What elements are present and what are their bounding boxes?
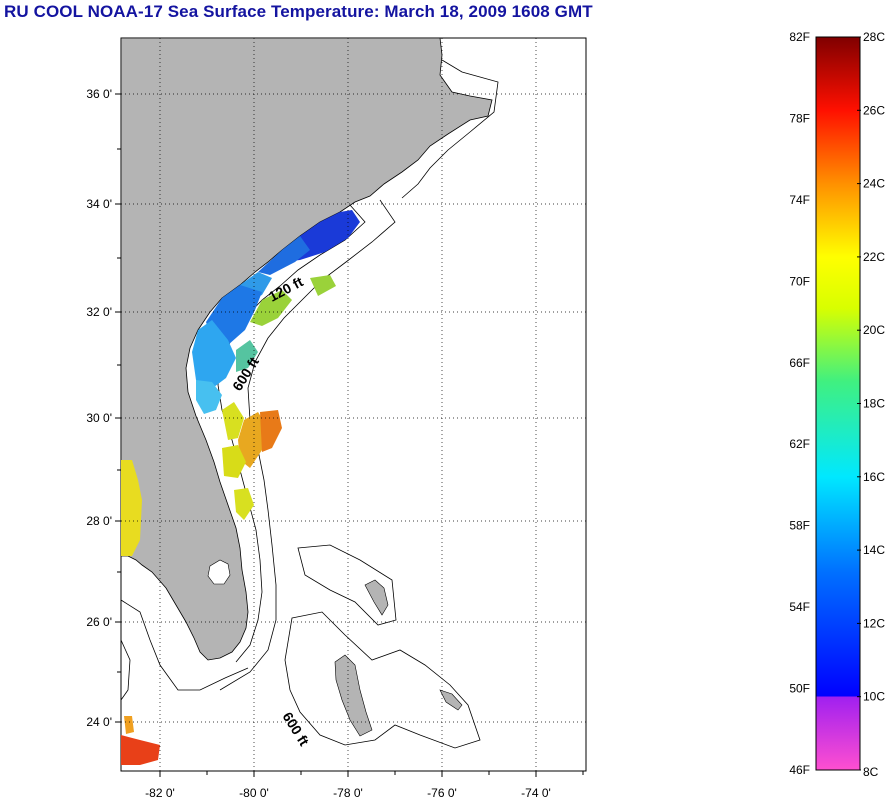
colorbar-f-label: 62F [789,437,810,451]
contour-bahamas-bank [297,544,397,626]
lat-tick-label: 34 0' [86,197,112,211]
lon-tick-label: -82 0' [145,786,175,800]
contour-600ft [219,199,396,691]
colorbar-c-label: 20C [863,323,885,337]
latitude-labels: 36 0' 34 0' 32 0' 30 0' 28 0' 26 0' 24 0' [86,87,112,729]
colorbar-c-label: 12C [863,616,885,630]
contour-120ft [217,204,366,663]
contour-gulf [120,639,131,701]
colorbar-c-label: 24C [863,177,885,191]
colorbar-c-label: 8C [863,765,879,779]
colorbar-f-label: 78F [789,111,810,125]
land-us-southeast [120,37,493,661]
contour-great-bahama-bank [284,611,481,749]
colorbar-f-label: 70F [789,274,810,288]
colorbar-f-label: 66F [789,356,810,370]
lon-tick-label: -74 0' [521,786,551,800]
sst-map: 120 ft 600 ft 600 ft -82 0' -80 0' -78 0' -… [86,37,587,800]
colorbar-f-label: 46F [789,763,810,777]
colorbar-f-label: 58F [789,519,810,533]
contour-shelf-outer [401,59,499,199]
lon-tick-label: -78 0' [333,786,363,800]
colorbar-f-label: 82F [789,30,810,44]
colorbar-c-label: 14C [863,543,885,557]
colorbar-f-label: 50F [789,682,810,696]
land-bahamas-abaco [364,579,389,616]
lat-tick-label: 36 0' [86,87,112,101]
colorbar-scale [815,36,861,771]
land-bahamas-andros [334,654,373,737]
lat-tick-label: 32 0' [86,305,112,319]
land-bahamas-eleuthera [439,689,463,711]
sst-data [121,210,360,765]
lat-tick-label: 24 0' [86,715,112,729]
colorbar-f-label: 74F [789,193,810,207]
map-title: RU COOL NOAA-17 Sea Surface Temperature:… [4,2,593,21]
contour-florida-keys [120,599,249,691]
colorbar-fahrenheit-labels: 82F 78F 74F 70F 66F 62F 58F 54F 50F 46F [789,30,810,777]
colorbar-c-label: 26C [863,103,885,117]
lon-tick-label: -80 0' [239,786,269,800]
colorbar-c-label: 10C [863,690,885,704]
lat-tick-label: 28 0' [86,514,112,528]
lake-okeechobee [207,559,231,585]
colorbar-celsius-labels: 28C 26C 24C 22C 20C 18C 16C 14C 12C 10C 8C [863,30,885,779]
longitude-labels: -82 0' -80 0' -78 0' -76 0' -74 0' [145,786,551,800]
lat-tick-label: 30 0' [86,411,112,425]
colorbar-f-label: 54F [789,600,810,614]
colorbar-c-label: 22C [863,250,885,264]
colorbar-c-label: 16C [863,470,885,484]
lat-tick-label: 26 0' [86,615,112,629]
lon-tick-label: -76 0' [427,786,457,800]
colorbar-c-label: 18C [863,397,885,411]
colorbar-c-label: 28C [863,30,885,44]
graticule [115,38,586,777]
